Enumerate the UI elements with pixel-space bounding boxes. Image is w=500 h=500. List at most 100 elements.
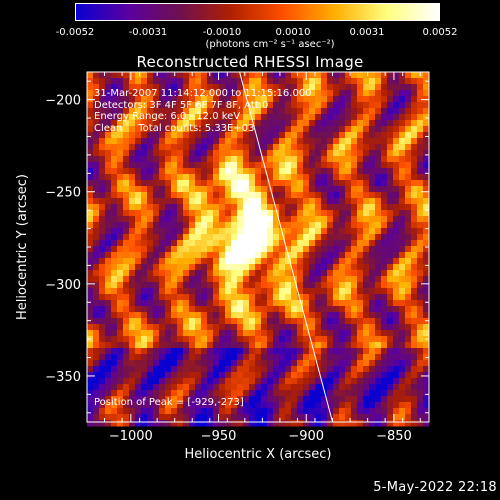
heatmap-cell <box>363 330 370 337</box>
heatmap-cell <box>153 78 160 85</box>
heatmap-cell <box>171 114 178 121</box>
heatmap-cell <box>393 348 400 355</box>
heatmap-cell <box>189 78 196 85</box>
heatmap-cell <box>417 246 424 253</box>
heatmap-cell <box>177 84 184 91</box>
heatmap-cell <box>363 204 370 211</box>
heatmap-cell <box>171 216 178 223</box>
heatmap-cell <box>411 132 418 139</box>
heatmap-cell <box>105 378 112 385</box>
heatmap-cell <box>423 174 430 181</box>
heatmap-cell <box>417 264 424 271</box>
heatmap-cell <box>393 414 400 421</box>
heatmap-cell <box>279 252 286 259</box>
heatmap-cell <box>117 306 124 313</box>
heatmap-cell <box>201 366 208 373</box>
heatmap-cell <box>363 414 370 421</box>
heatmap-cell <box>135 162 142 169</box>
heatmap-cell <box>273 156 280 163</box>
heatmap-cell <box>93 270 100 277</box>
heatmap-cell <box>105 138 112 145</box>
heatmap-cell <box>285 264 292 271</box>
heatmap-cell <box>147 336 154 343</box>
heatmap-cell <box>105 72 112 79</box>
heatmap-cell <box>111 192 118 199</box>
heatmap-cell <box>411 348 418 355</box>
heatmap-cell <box>363 72 370 79</box>
heatmap-cell <box>339 126 346 133</box>
heatmap-cell <box>411 216 418 223</box>
heatmap-cell <box>387 144 394 151</box>
heatmap-cell <box>117 402 124 409</box>
heatmap-cell <box>345 276 352 283</box>
heatmap-cell <box>213 348 220 355</box>
heatmap-cell <box>159 390 166 397</box>
heatmap-cell <box>189 138 196 145</box>
heatmap-cell <box>249 300 256 307</box>
heatmap-cell <box>153 132 160 139</box>
heatmap-cell <box>99 84 106 91</box>
heatmap-cell <box>345 252 352 259</box>
heatmap-cell <box>87 72 94 79</box>
heatmap-cell <box>363 258 370 265</box>
heatmap-cell <box>321 90 328 97</box>
heatmap-cell <box>201 72 208 79</box>
heatmap-cell <box>315 330 322 337</box>
heatmap-cell <box>411 246 418 253</box>
heatmap-cell <box>237 330 244 337</box>
heatmap-cell <box>333 396 340 403</box>
heatmap-cell <box>177 222 184 229</box>
heatmap-cell <box>357 174 364 181</box>
heatmap-cell <box>219 216 226 223</box>
heatmap-cell <box>303 306 310 313</box>
heatmap-cell <box>135 216 142 223</box>
heatmap-cell <box>387 378 394 385</box>
heatmap-cell <box>105 204 112 211</box>
heatmap-cell <box>255 300 262 307</box>
heatmap-cell <box>111 348 118 355</box>
heatmap-cell <box>171 234 178 241</box>
heatmap-cell <box>189 288 196 295</box>
heatmap-cell <box>213 90 220 97</box>
heatmap-cell <box>195 168 202 175</box>
heatmap-cell <box>309 96 316 103</box>
heatmap-cell <box>261 258 268 265</box>
heatmap-cell <box>225 114 232 121</box>
heatmap-cell <box>285 222 292 229</box>
heatmap-cell <box>123 318 130 325</box>
heatmap-cell <box>387 294 394 301</box>
heatmap-cell <box>147 396 154 403</box>
heatmap-cell <box>111 228 118 235</box>
heatmap-cell <box>183 246 190 253</box>
heatmap-cell <box>291 402 298 409</box>
heatmap-cell <box>369 264 376 271</box>
info-detectors: Detectors: 3F 4F 5F 6F 7F 8F, Att 0 <box>94 99 269 111</box>
heatmap-cell <box>243 258 250 265</box>
heatmap-cell <box>411 228 418 235</box>
heatmap-cell <box>177 156 184 163</box>
heatmap-cell <box>381 396 388 403</box>
heatmap-cell <box>237 372 244 379</box>
heatmap-cell <box>405 342 412 349</box>
heatmap-cell <box>405 378 412 385</box>
heatmap-cell <box>297 402 304 409</box>
heatmap-cell <box>381 252 388 259</box>
heatmap-cell <box>255 168 262 175</box>
heatmap-cell <box>411 180 418 187</box>
heatmap-cell <box>363 126 370 133</box>
heatmap-cell <box>201 408 208 415</box>
heatmap-cell <box>189 180 196 187</box>
heatmap-cell <box>219 210 226 217</box>
heatmap-cell <box>357 96 364 103</box>
heatmap-cell <box>243 342 250 349</box>
heatmap-cell <box>297 354 304 361</box>
heatmap-cell <box>249 132 256 139</box>
heatmap-cell <box>141 102 148 109</box>
heatmap-cell <box>411 210 418 217</box>
heatmap-cell <box>237 318 244 325</box>
heatmap-cell <box>231 108 238 115</box>
heatmap-cell <box>327 270 334 277</box>
heatmap-cell <box>387 168 394 175</box>
heatmap-cell <box>231 216 238 223</box>
heatmap-cell <box>357 84 364 91</box>
